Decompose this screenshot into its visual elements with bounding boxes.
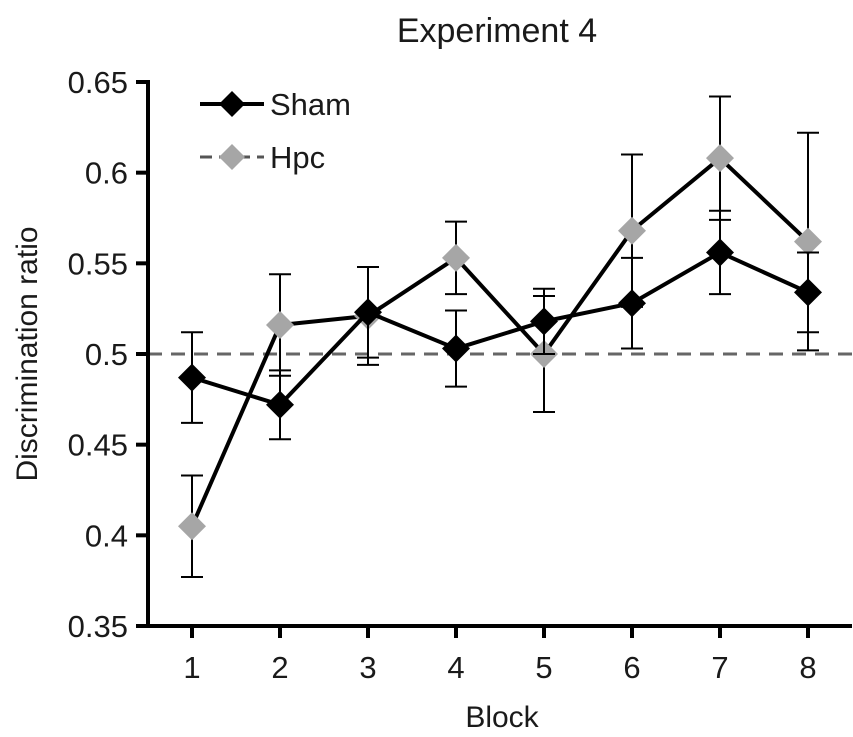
legend-marker-sham [219,91,245,117]
data-point-sham [794,278,822,307]
y-tick-label: 0.6 [85,156,128,191]
x-tick-label: 1 [183,650,200,685]
y-tick-label: 0.55 [68,246,128,281]
x-tick-label: 6 [623,650,640,685]
data-point-sham [266,390,294,419]
y-tick-label: 0.65 [68,65,128,100]
x-tick-label: 7 [711,650,728,685]
x-tick-label: 5 [535,650,552,685]
series-layer [178,95,822,579]
y-tick-label: 0.4 [85,518,128,553]
legend-label-sham: Sham [270,87,351,122]
legend: Sham Hpc [200,87,351,175]
data-point-sham [178,363,206,392]
data-point-sham [354,298,382,327]
y-axis-label: Discrimination ratio [11,226,44,481]
y-tick-label: 0.35 [68,609,128,644]
x-axis-label: Block [465,701,539,734]
series-line-hpc [190,156,810,528]
axes-layer: 0.35 0.4 0.45 0.5 0.55 0.6 0.65 1 2 3 4 5 6 7 8 [68,65,852,685]
data-point-hpc [442,243,470,272]
data-point-hpc [706,144,734,173]
legend-label-hpc: Hpc [270,140,325,175]
data-point-sham [706,238,734,267]
x-tick-label: 2 [271,650,288,685]
x-tick-label: 4 [447,650,464,685]
series-line-sham [191,250,809,407]
series-sham [178,209,822,441]
data-point-sham [530,307,558,336]
y-tick-label: 0.5 [85,337,128,372]
legend-marker-hpc [219,144,245,170]
data-point-hpc [794,227,822,256]
data-point-sham [618,289,646,318]
chart-title: Experiment 4 [397,12,597,50]
data-point-hpc [178,512,206,541]
data-point-hpc [266,310,294,339]
x-tick-label: 8 [799,650,816,685]
x-tick-label: 3 [359,650,376,685]
y-tick-label: 0.45 [68,428,128,463]
data-point-hpc [618,216,646,245]
data-point-sham [442,334,470,363]
